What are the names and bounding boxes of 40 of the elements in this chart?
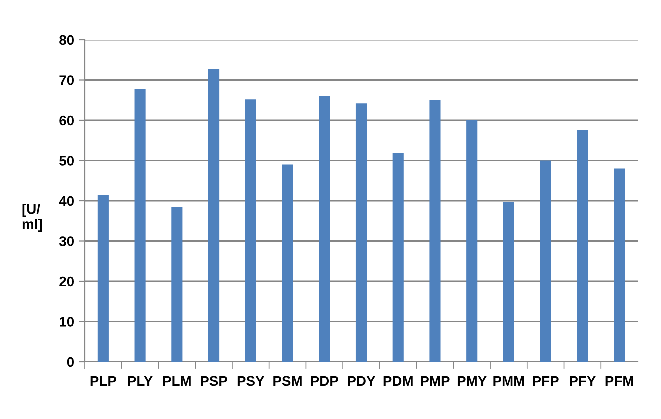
x-tick-label: PLM: [163, 376, 191, 386]
bar: [208, 69, 220, 362]
x-tick-label: PDM: [384, 376, 413, 386]
x-tick-label: PFP: [533, 376, 559, 386]
bar: [319, 96, 330, 362]
bar: [392, 154, 404, 362]
bar: [98, 194, 109, 362]
y-tick-label: 70: [60, 76, 74, 86]
y-axis-title: [U/ ml]: [22, 204, 42, 232]
y-tick-label: 80: [60, 35, 74, 46]
x-tick-label: PMM: [494, 376, 524, 386]
x-tick-label: PDY: [348, 376, 376, 386]
x-tick-label: PFY: [570, 376, 596, 386]
y-tick-label: 50: [60, 156, 74, 166]
x-tick-label: PLY: [128, 376, 153, 386]
x-tick-label: PSM: [274, 376, 302, 386]
bar: [282, 164, 294, 362]
bar: [503, 202, 514, 362]
x-tick-label: PFM: [606, 376, 634, 386]
bar: [172, 207, 183, 362]
bar: [540, 160, 552, 362]
y-tick-label: 60: [60, 116, 74, 126]
y-tick-label: 20: [60, 276, 74, 287]
x-tick-label: PLP: [90, 376, 116, 386]
bar: [577, 130, 588, 362]
x-tick-label: PDP: [311, 376, 338, 386]
x-tick-label: PSP: [201, 376, 228, 386]
y-tick-label: 30: [59, 236, 74, 246]
x-tick-label: PSY: [238, 376, 265, 386]
bar: [356, 104, 368, 362]
y-tick-label: 40: [59, 196, 74, 206]
y-tick-label: 10: [60, 317, 74, 327]
bar: [134, 89, 146, 362]
y-tick-label: 0: [67, 357, 74, 368]
x-tick-label: PMP: [421, 376, 450, 386]
bar: [466, 120, 478, 362]
bar: [614, 168, 626, 362]
bar: [245, 100, 256, 362]
x-tick-label: PMY: [458, 376, 487, 386]
bar: [430, 100, 441, 362]
